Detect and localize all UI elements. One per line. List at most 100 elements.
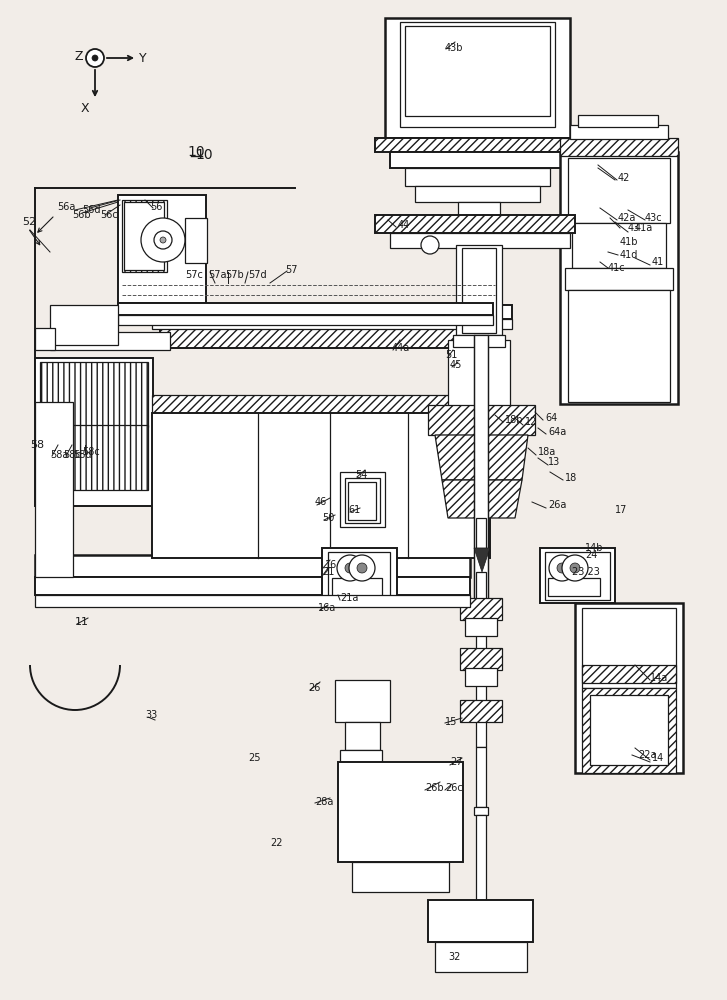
- Bar: [560, 138, 678, 156]
- Bar: [405, 26, 550, 116]
- Text: 42a: 42a: [618, 213, 636, 223]
- Bar: [122, 200, 167, 272]
- Text: 51: 51: [445, 350, 457, 360]
- Text: 41c: 41c: [608, 263, 626, 273]
- Text: 24: 24: [585, 550, 598, 560]
- Bar: [338, 762, 463, 862]
- Text: 52: 52: [22, 217, 36, 227]
- Bar: [435, 942, 527, 972]
- Bar: [568, 158, 670, 223]
- Text: 18b: 18b: [505, 415, 523, 425]
- Polygon shape: [474, 548, 490, 572]
- Text: 14b: 14b: [585, 543, 603, 553]
- Text: 58d: 58d: [73, 450, 92, 460]
- Text: 16a: 16a: [318, 603, 337, 613]
- Bar: [152, 413, 490, 558]
- Text: 22: 22: [270, 838, 283, 848]
- Text: 56a: 56a: [57, 202, 76, 212]
- Bar: [40, 362, 148, 427]
- Bar: [35, 595, 470, 607]
- Bar: [460, 700, 502, 722]
- Bar: [465, 618, 497, 636]
- Bar: [35, 555, 470, 577]
- Bar: [152, 395, 490, 413]
- Circle shape: [345, 563, 355, 573]
- Bar: [160, 328, 460, 348]
- Bar: [560, 152, 678, 404]
- Bar: [35, 358, 153, 506]
- Text: 56d: 56d: [82, 205, 100, 215]
- Bar: [35, 402, 73, 577]
- Text: 41: 41: [652, 257, 664, 267]
- Text: 32: 32: [448, 952, 460, 962]
- Bar: [118, 195, 206, 303]
- Text: 10: 10: [195, 148, 212, 162]
- Text: 26: 26: [308, 683, 321, 693]
- Bar: [348, 482, 376, 520]
- Circle shape: [349, 555, 375, 581]
- Bar: [335, 680, 390, 722]
- Circle shape: [154, 231, 172, 249]
- Polygon shape: [442, 480, 522, 518]
- Text: Y: Y: [139, 51, 147, 64]
- Bar: [540, 548, 615, 603]
- Text: 15: 15: [445, 717, 457, 727]
- Text: 13: 13: [548, 457, 561, 467]
- Text: 56: 56: [150, 202, 162, 212]
- Text: X: X: [81, 102, 89, 114]
- Bar: [458, 202, 500, 247]
- Text: 22a: 22a: [638, 750, 656, 760]
- Bar: [570, 125, 668, 139]
- Text: 57d: 57d: [248, 270, 267, 280]
- Bar: [375, 138, 580, 152]
- Text: 46: 46: [315, 497, 327, 507]
- Polygon shape: [435, 435, 528, 480]
- Bar: [578, 115, 658, 127]
- Bar: [152, 305, 512, 319]
- Text: 45: 45: [450, 360, 462, 370]
- Text: 23 23: 23 23: [572, 567, 600, 577]
- Bar: [400, 22, 555, 127]
- Bar: [152, 319, 512, 329]
- Text: 26b: 26b: [425, 783, 443, 793]
- Bar: [375, 215, 575, 233]
- Text: 54: 54: [355, 470, 367, 480]
- Text: 56c: 56c: [100, 210, 118, 220]
- Text: 50: 50: [322, 513, 334, 523]
- Bar: [35, 328, 55, 350]
- Bar: [390, 152, 565, 168]
- Bar: [476, 518, 486, 548]
- Text: 61: 61: [348, 505, 361, 515]
- Bar: [118, 315, 493, 325]
- Text: 43b: 43b: [445, 43, 464, 53]
- Circle shape: [160, 237, 166, 243]
- Bar: [415, 186, 540, 202]
- Text: 44: 44: [398, 220, 410, 230]
- Bar: [582, 665, 676, 683]
- Bar: [476, 572, 486, 747]
- Circle shape: [141, 218, 185, 262]
- Text: 44a: 44a: [392, 343, 410, 353]
- Text: 56b: 56b: [72, 210, 91, 220]
- Circle shape: [421, 236, 439, 254]
- Bar: [345, 722, 380, 750]
- Bar: [582, 688, 676, 773]
- Text: 41d: 41d: [620, 250, 638, 260]
- Text: 64: 64: [545, 413, 558, 423]
- Text: 42: 42: [618, 173, 630, 183]
- Bar: [390, 233, 570, 248]
- Bar: [474, 807, 488, 815]
- Bar: [572, 223, 666, 268]
- Bar: [548, 578, 600, 596]
- Circle shape: [562, 555, 588, 581]
- Bar: [456, 245, 502, 335]
- Circle shape: [86, 49, 104, 67]
- Text: 57b: 57b: [225, 270, 244, 280]
- Bar: [568, 290, 670, 402]
- Bar: [50, 332, 170, 350]
- Bar: [405, 168, 550, 186]
- Text: 25: 25: [248, 753, 260, 763]
- Circle shape: [570, 563, 580, 573]
- Text: 58: 58: [30, 440, 44, 450]
- Bar: [460, 332, 498, 354]
